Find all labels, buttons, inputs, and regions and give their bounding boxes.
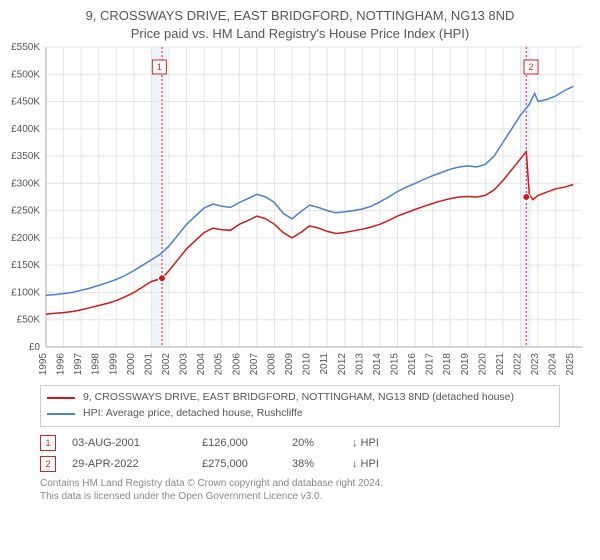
svg-text:2009: 2009 xyxy=(284,353,295,376)
svg-text:2021: 2021 xyxy=(495,353,506,376)
svg-text:2015: 2015 xyxy=(389,353,400,376)
svg-text:£50K: £50K xyxy=(17,315,41,326)
svg-text:2008: 2008 xyxy=(266,353,277,376)
svg-text:£100K: £100K xyxy=(11,287,40,298)
svg-text:1: 1 xyxy=(157,62,162,72)
svg-text:1998: 1998 xyxy=(91,353,102,376)
marker-row: 2 29-APR-2022£275,00038%↓ HPI xyxy=(40,456,560,472)
svg-text:1999: 1999 xyxy=(108,353,119,376)
footer-line2: This data is licensed under the Open Gov… xyxy=(40,490,560,503)
svg-text:£500K: £500K xyxy=(11,69,40,80)
svg-text:2001: 2001 xyxy=(143,353,154,376)
footer-attribution: Contains HM Land Registry data © Crown c… xyxy=(40,477,560,503)
svg-text:2013: 2013 xyxy=(354,353,365,376)
legend-swatch xyxy=(47,397,75,399)
marker-pct: 20% xyxy=(292,437,352,449)
svg-text:£250K: £250K xyxy=(11,206,40,217)
svg-text:£400K: £400K xyxy=(11,124,40,135)
marker-price: £126,000 xyxy=(202,437,292,449)
svg-text:2005: 2005 xyxy=(214,353,225,376)
svg-text:2020: 2020 xyxy=(477,353,488,376)
svg-text:2022: 2022 xyxy=(512,353,523,376)
svg-text:1996: 1996 xyxy=(56,353,67,376)
svg-text:2010: 2010 xyxy=(302,353,313,376)
svg-text:2006: 2006 xyxy=(231,353,242,376)
legend-label: 9, CROSSWAYS DRIVE, EAST BRIDGFORD, NOTT… xyxy=(83,390,514,406)
svg-text:2016: 2016 xyxy=(407,353,418,376)
svg-text:2018: 2018 xyxy=(442,353,453,376)
svg-text:1995: 1995 xyxy=(38,353,49,376)
svg-text:2003: 2003 xyxy=(179,353,190,376)
legend-label: HPI: Average price, detached house, Rush… xyxy=(83,406,303,422)
svg-text:2019: 2019 xyxy=(460,353,471,376)
marker-table: 1 03-AUG-2001£126,00020%↓ HPI 2 29-APR-2022… xyxy=(40,435,560,472)
footer-line1: Contains HM Land Registry data © Crown c… xyxy=(40,477,560,490)
legend-swatch xyxy=(47,413,75,415)
svg-text:£300K: £300K xyxy=(11,178,40,189)
svg-text:2002: 2002 xyxy=(161,353,172,376)
title-address: 9, CROSSWAYS DRIVE, EAST BRIDGFORD, NOTT… xyxy=(0,8,600,23)
title-subtitle: Price paid vs. HM Land Registry's House … xyxy=(0,26,600,41)
svg-text:£450K: £450K xyxy=(11,97,40,108)
svg-text:2017: 2017 xyxy=(425,353,436,376)
svg-text:£550K: £550K xyxy=(11,42,40,53)
marker-number-box: 1 xyxy=(40,435,56,451)
marker-number-box: 2 xyxy=(40,456,56,472)
marker-date: 03-AUG-2001 xyxy=(72,437,202,449)
svg-text:2011: 2011 xyxy=(319,353,330,375)
svg-text:£150K: £150K xyxy=(11,260,40,271)
svg-text:2023: 2023 xyxy=(530,353,541,376)
price-chart: £0 £50K £100K £150K £200K £250K £300K £350K £400… xyxy=(0,41,600,381)
svg-text:2000: 2000 xyxy=(126,353,137,376)
svg-text:2007: 2007 xyxy=(249,353,260,376)
svg-text:£350K: £350K xyxy=(11,151,40,162)
legend-row: HPI: Average price, detached house, Rush… xyxy=(47,406,553,422)
marker-price: £275,000 xyxy=(202,458,292,470)
marker-ref: ↓ HPI xyxy=(352,458,392,470)
marker-date: 29-APR-2022 xyxy=(72,458,202,470)
marker-row: 1 03-AUG-2001£126,00020%↓ HPI xyxy=(40,435,560,451)
svg-text:2025: 2025 xyxy=(565,353,576,376)
svg-text:2004: 2004 xyxy=(196,353,207,376)
svg-text:1997: 1997 xyxy=(73,353,84,376)
svg-text:2: 2 xyxy=(529,62,534,72)
svg-text:2024: 2024 xyxy=(548,353,559,376)
marker-pct: 38% xyxy=(292,458,352,470)
svg-text:2014: 2014 xyxy=(372,353,383,376)
legend: 9, CROSSWAYS DRIVE, EAST BRIDGFORD, NOTT… xyxy=(40,385,560,427)
svg-text:£0: £0 xyxy=(29,342,41,353)
svg-text:£200K: £200K xyxy=(11,233,40,244)
marker-ref: ↓ HPI xyxy=(352,437,392,449)
legend-row: 9, CROSSWAYS DRIVE, EAST BRIDGFORD, NOTT… xyxy=(47,390,553,406)
chart-header: 9, CROSSWAYS DRIVE, EAST BRIDGFORD, NOTT… xyxy=(0,0,600,41)
svg-text:2012: 2012 xyxy=(337,353,348,376)
